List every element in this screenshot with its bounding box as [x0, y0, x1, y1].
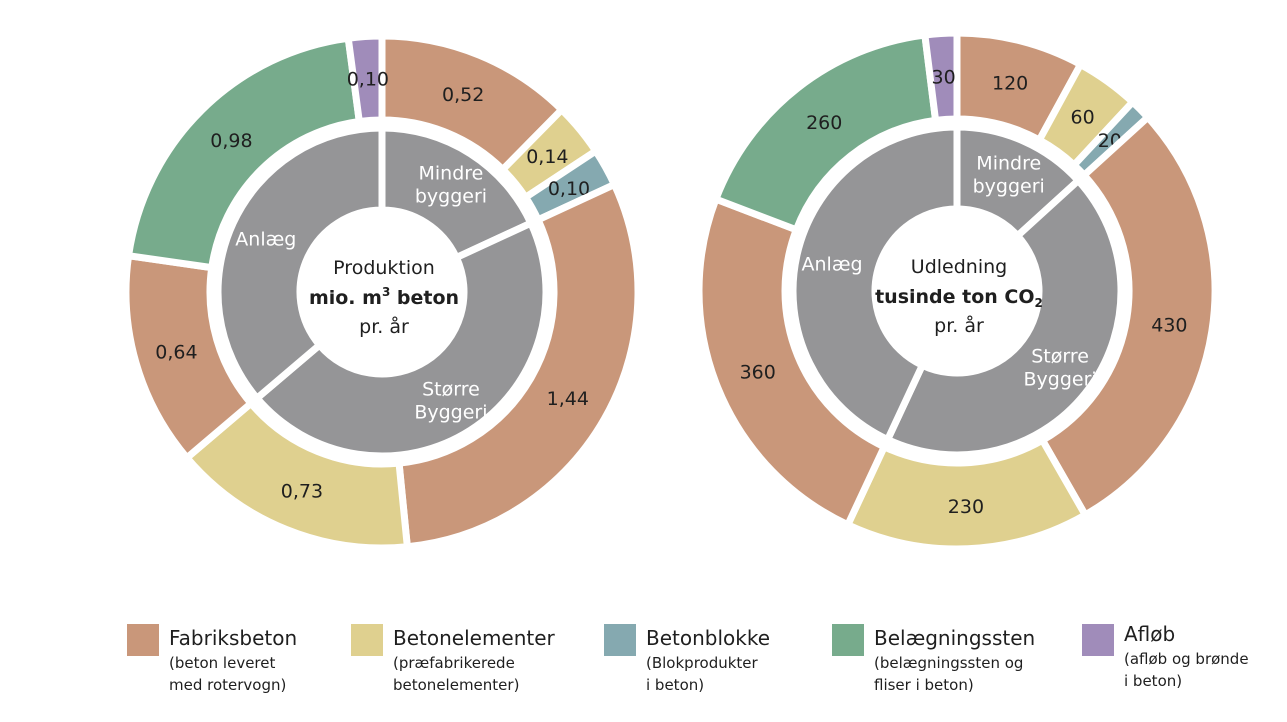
outer-value-label: 230 — [948, 496, 984, 518]
inner-segment-label: Større — [422, 378, 480, 400]
legend-swatch — [1082, 624, 1114, 656]
inner-segment-label: Anlæg — [235, 228, 296, 250]
outer-segment — [395, 179, 642, 551]
legend-label: Belægningssten — [874, 626, 1036, 650]
inner-segment — [378, 124, 536, 263]
outer-value-label: 0,10 — [347, 68, 389, 90]
outer-value-label: 430 — [1151, 314, 1187, 336]
outer-value-label: 0,14 — [526, 146, 568, 168]
outer-value-label: 120 — [992, 73, 1028, 95]
outer-value-label: 30 — [931, 66, 955, 88]
inner-segment-label: byggeri — [415, 186, 487, 208]
inner-segment-label: Byggeri — [414, 401, 487, 423]
outer-value-label: 0,52 — [442, 84, 484, 106]
inner-segment-label: Anlæg — [802, 253, 863, 275]
legend-description: (Blokprodukter i beton) — [646, 654, 758, 694]
outer-value-label: 0,64 — [155, 341, 197, 363]
center-label-line3: pr. år — [934, 314, 984, 337]
inner-segment-label: Større — [1031, 345, 1089, 367]
legend-swatch — [832, 624, 864, 656]
inner-segment — [214, 124, 386, 404]
outer-value-label: 0,98 — [210, 130, 252, 152]
legend-label: Afløb — [1124, 622, 1176, 646]
legend-description: (præfabrikerede betonelementer) — [393, 654, 520, 694]
inner-segment — [882, 175, 1125, 459]
inner-segment-label: Mindre — [976, 152, 1041, 174]
center-label-line2: mio. m3 beton — [309, 285, 459, 309]
legend-description: (afløb og brønde i beton) — [1124, 650, 1249, 690]
inner-segment-label: Byggeri — [1023, 368, 1096, 390]
legend-swatch — [351, 624, 383, 656]
outer-segment — [920, 29, 961, 125]
outer-segment — [695, 194, 889, 530]
outer-segment — [344, 32, 386, 126]
inner-segment-label: Mindre — [419, 163, 484, 185]
inner-segment-label: byggeri — [973, 175, 1045, 197]
outer-value-label: 60 — [1071, 107, 1095, 129]
outer-value-label: 0,10 — [548, 178, 590, 200]
legend-swatch — [127, 624, 159, 656]
center-label-line2: tusinde ton CO2 — [875, 286, 1043, 310]
outer-value-label: 360 — [740, 362, 776, 384]
outer-value-label: 0,73 — [281, 480, 323, 502]
legend-label: Betonelementer — [393, 626, 555, 650]
center-label-line3: pr. år — [359, 315, 409, 338]
legend-swatch — [604, 624, 636, 656]
legend: Fabriksbeton (beton leveret med rotervogn… — [0, 620, 1287, 720]
center-label-line1: Produktion — [333, 257, 435, 279]
outer-value-label: 1,44 — [547, 388, 589, 410]
legend-label: Betonblokke — [646, 626, 771, 650]
center-label-line1: Udledning — [911, 256, 1007, 278]
emission-donut-chart: MindrebyggeriStørreByggeriAnlæg120602043… — [695, 29, 1219, 553]
inner-segment — [789, 123, 961, 445]
legend-description: (beton leveret med rotervogn) — [169, 654, 287, 694]
legend-label: Fabriksbeton — [169, 626, 298, 650]
outer-value-label: 260 — [806, 112, 842, 134]
outer-segment — [1037, 112, 1219, 520]
inner-segment — [252, 218, 550, 460]
legend-description: (belægningssten og fliser i beton) — [874, 654, 1024, 694]
donut-charts: MindrebyggeriStørreByggeriAnlæg0,520,140… — [122, 29, 1219, 553]
